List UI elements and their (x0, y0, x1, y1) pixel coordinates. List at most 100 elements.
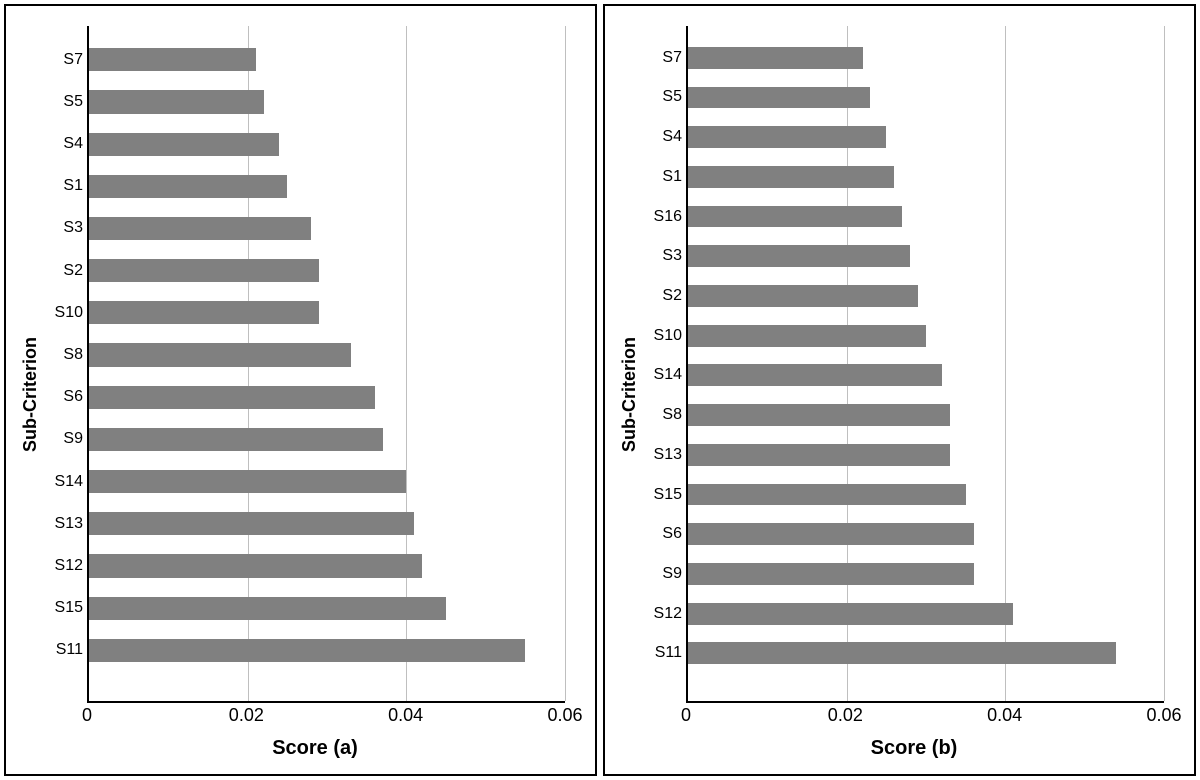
bar-row: S13 (89, 512, 414, 535)
bar (688, 166, 894, 188)
category-label: S5 (662, 88, 688, 106)
category-label: S6 (63, 388, 89, 406)
bar-row: S5 (89, 90, 264, 113)
panel-a: Sub-Criterion S7S5S4S1S3S2S10S8S6S9S14S1… (4, 4, 597, 776)
category-label: S14 (654, 366, 688, 384)
bar (89, 133, 279, 156)
bar-row: S8 (688, 404, 950, 426)
bar (688, 325, 926, 347)
bar (89, 343, 351, 366)
category-label: S9 (662, 565, 688, 583)
category-label: S2 (63, 262, 89, 280)
category-label: S14 (55, 473, 89, 491)
bar (688, 206, 902, 228)
category-label: S6 (662, 525, 688, 543)
category-label: S10 (55, 304, 89, 322)
ylabel-a: Sub-Criterion (16, 26, 45, 764)
bar (688, 404, 950, 426)
bar-row: S9 (89, 428, 383, 451)
category-label: S2 (662, 287, 688, 305)
bar-row: S5 (688, 87, 870, 109)
bar (89, 301, 319, 324)
chart-container: Sub-Criterion S7S5S4S1S3S2S10S8S6S9S14S1… (0, 0, 1200, 780)
category-label: S7 (662, 49, 688, 67)
bar-row: S11 (89, 639, 525, 662)
bar-row: S16 (688, 206, 902, 228)
bar-row: S12 (688, 603, 1013, 625)
category-label: S12 (55, 557, 89, 575)
bar (688, 285, 918, 307)
bar (89, 639, 525, 662)
bar-row: S2 (89, 259, 319, 282)
bar-row: S14 (89, 470, 406, 493)
gridline (565, 26, 566, 701)
bar-row: S13 (688, 444, 950, 466)
bar-row: S4 (688, 126, 886, 148)
xtick-label: 0 (82, 705, 92, 726)
category-label: S12 (654, 605, 688, 623)
bar-row: S1 (688, 166, 894, 188)
bar-row: S4 (89, 133, 279, 156)
bar (688, 523, 974, 545)
bar-row: S14 (688, 364, 942, 386)
category-label: S16 (654, 208, 688, 226)
category-label: S3 (662, 247, 688, 265)
bar (89, 90, 264, 113)
bar-row: S10 (688, 325, 926, 347)
bar (89, 217, 311, 240)
bar-row: S6 (89, 386, 375, 409)
bar (89, 554, 422, 577)
bar (89, 259, 319, 282)
bar (89, 512, 414, 535)
bars-region-b: S7S5S4S1S16S3S2S10S14S8S13S15S6S9S12S11 (686, 26, 1164, 703)
bar (688, 364, 942, 386)
bar (89, 470, 406, 493)
bar (688, 87, 870, 109)
bar (688, 245, 910, 267)
category-label: S10 (654, 327, 688, 345)
category-label: S15 (55, 599, 89, 617)
bar (688, 642, 1116, 664)
xlabel-a: Score (a) (45, 731, 585, 764)
bar-row: S7 (89, 48, 256, 71)
ylabel-b: Sub-Criterion (615, 26, 644, 764)
gridline (1005, 26, 1006, 701)
category-label: S8 (63, 346, 89, 364)
bar-row: S11 (688, 642, 1116, 664)
bar-row: S1 (89, 175, 287, 198)
bar (89, 175, 287, 198)
bar-row: S7 (688, 47, 863, 69)
xtick-label: 0.02 (828, 705, 863, 726)
xtick-label: 0.02 (229, 705, 264, 726)
category-label: S4 (63, 135, 89, 153)
category-label: S11 (655, 644, 688, 662)
bar (688, 444, 950, 466)
bar-row: S12 (89, 554, 422, 577)
xlabel-b: Score (b) (644, 731, 1184, 764)
bar (688, 484, 966, 506)
bar-row: S10 (89, 301, 319, 324)
bar-row: S6 (688, 523, 974, 545)
bar-row: S3 (688, 245, 910, 267)
category-label: S1 (662, 168, 688, 186)
bar (688, 126, 886, 148)
panel-b: Sub-Criterion S7S5S4S1S16S3S2S10S14S8S13… (603, 4, 1196, 776)
category-label: S7 (63, 51, 89, 69)
plot-row-b: Sub-Criterion S7S5S4S1S16S3S2S10S14S8S13… (615, 26, 1184, 764)
category-label: S11 (56, 641, 89, 659)
xtick-label: 0.06 (547, 705, 582, 726)
xtick-label: 0.04 (388, 705, 423, 726)
bar-row: S2 (688, 285, 918, 307)
category-label: S4 (662, 128, 688, 146)
bar (688, 563, 974, 585)
plot-area-a: S7S5S4S1S3S2S10S8S6S9S14S13S12S15S11 00.… (45, 26, 585, 764)
bar-row: S15 (89, 597, 446, 620)
category-label: S13 (55, 515, 89, 533)
bars-region-a: S7S5S4S1S3S2S10S8S6S9S14S13S12S15S11 (87, 26, 565, 703)
xtick-label: 0.06 (1146, 705, 1181, 726)
xtick-label: 0 (681, 705, 691, 726)
bar (688, 603, 1013, 625)
bar (89, 428, 383, 451)
category-label: S8 (662, 406, 688, 424)
gridline (1164, 26, 1165, 701)
